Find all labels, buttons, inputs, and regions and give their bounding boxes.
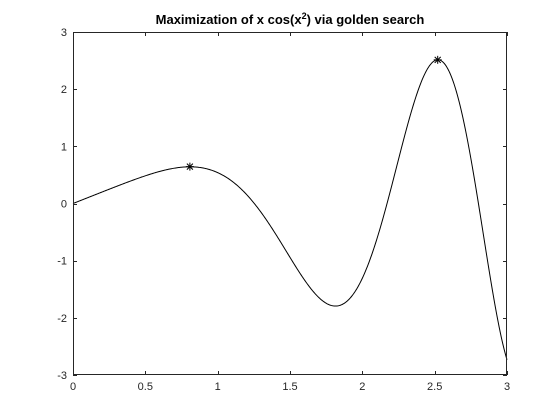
maximum-marker bbox=[185, 162, 194, 171]
plot-area bbox=[73, 32, 507, 375]
x-tick-label: 1.5 bbox=[282, 381, 297, 393]
x-tick-label: 3 bbox=[504, 381, 510, 393]
y-tick-label: 0 bbox=[61, 199, 67, 211]
y-tick-label: -1 bbox=[57, 256, 67, 268]
chart-title-superscript: 2 bbox=[302, 11, 307, 21]
axes-box bbox=[73, 32, 507, 375]
x-tick-label: 2 bbox=[359, 381, 365, 393]
curve-layer bbox=[72, 59, 508, 360]
x-tick-label: 1 bbox=[215, 381, 221, 393]
y-tick-label: 1 bbox=[61, 141, 67, 153]
marker-layer bbox=[185, 55, 442, 171]
y-tick-label: 3 bbox=[61, 27, 67, 39]
x-tick-label: 2.5 bbox=[427, 381, 442, 393]
x-tick-label: 0 bbox=[70, 381, 76, 393]
chart-title: Maximization of x cos(x2) via golden sea… bbox=[156, 11, 425, 27]
function-curve bbox=[72, 59, 508, 360]
y-tick-label: 2 bbox=[61, 84, 67, 96]
chart-title-main: Maximization of x cos(x bbox=[156, 12, 303, 27]
y-tick-label: -3 bbox=[57, 370, 67, 382]
y-tick-label: -2 bbox=[57, 313, 67, 325]
maximum-marker bbox=[433, 55, 442, 64]
chart-title-tail: ) via golden search bbox=[307, 12, 425, 27]
x-tick-label: 0.5 bbox=[138, 381, 153, 393]
